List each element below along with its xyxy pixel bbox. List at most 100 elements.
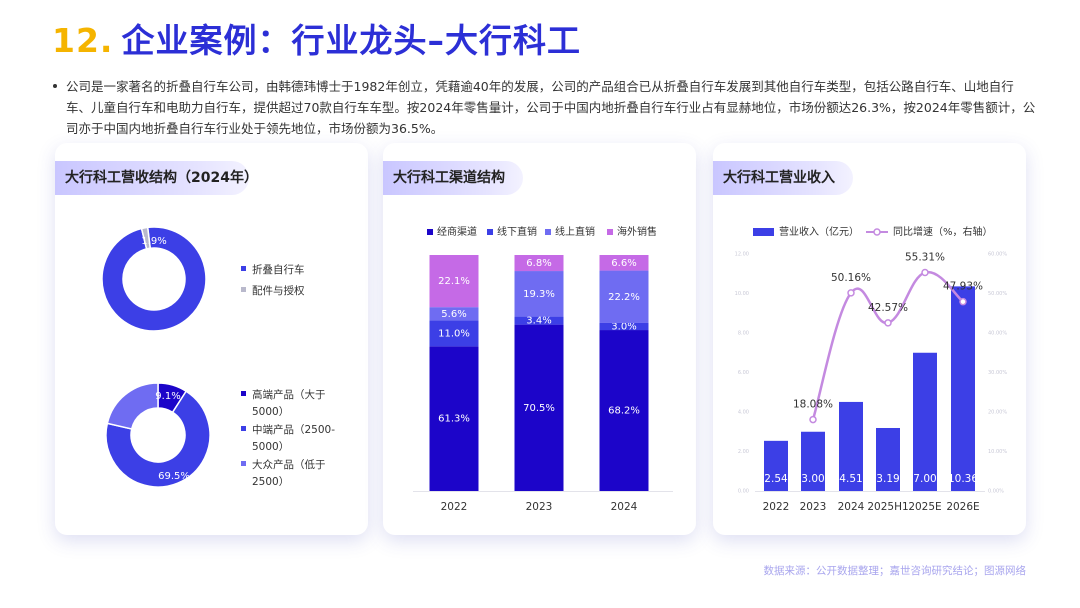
donut-2-legend-label-3: 大众产品（低于 bbox=[252, 458, 326, 471]
revenue-growth-label-2025H1: 42.57% bbox=[868, 302, 908, 314]
section-number: 12. bbox=[52, 21, 114, 60]
revenue-x-tick-2025E: 2025E bbox=[908, 501, 941, 513]
revenue-bar-line-chart: 营业收入（亿元） 同比增速（%，右轴） 0.00 2.00 4.00 6.00 8.00 10… bbox=[735, 225, 1008, 513]
revenue-legend-line-label: 同比增速（%，右轴） bbox=[893, 225, 993, 238]
channel-bar-2023-4 bbox=[514, 255, 564, 272]
donut-2-slice-2 bbox=[105, 390, 211, 488]
revenue-bar-label-2025E: 7.00 bbox=[913, 473, 936, 485]
revenue-structure-card: 大行科工营收结构（2024年） 98.1% 1.9% 折叠自行车配件与授权 9.1% 6… bbox=[55, 143, 368, 535]
channel-structure-stacked-bar-chart: 经商渠道 线下直销 线上直销 海外销售 61.3% 11.0% 5.6% 22.1% 2022 7… bbox=[413, 225, 673, 513]
channel-bar-2023-2 bbox=[514, 316, 564, 325]
revenue-x-tick-2026E: 2026E bbox=[946, 501, 979, 513]
channel-bar-2024-1 bbox=[599, 330, 649, 491]
donut-1-legend-label-2: 配件与授权 bbox=[252, 284, 305, 297]
donut-2-slice-3 bbox=[106, 382, 159, 430]
donut-2-slice-1-label: 9.1% bbox=[155, 391, 180, 402]
donut-1-slice-2-label: 1.9% bbox=[141, 236, 166, 247]
revenue-growth-label-2026E: 47.93% bbox=[943, 281, 983, 293]
revenue-x-tick-2022: 2022 bbox=[763, 501, 790, 513]
channel-bar-label-2024-1: 68.2% bbox=[608, 406, 640, 417]
channel-bar-2023-3 bbox=[514, 271, 564, 317]
donut-2-legend-label-2: 中端产品（2500- bbox=[252, 423, 335, 436]
donut-2-legend-label-1: 5000） bbox=[252, 406, 289, 418]
revenue-bar-label-2026E: 10.36 bbox=[948, 473, 978, 485]
revenue-growth-point-2026E bbox=[959, 297, 967, 306]
revenue-growth-point-2025H1 bbox=[884, 319, 892, 327]
donut-2-slice-2-label: 69.5% bbox=[158, 471, 190, 482]
revenue-y2-tick-1: 10.00% bbox=[988, 449, 1007, 455]
donut-2-legend-swatch-2 bbox=[241, 426, 246, 431]
channel-bar-label-2024-4: 6.6% bbox=[611, 258, 636, 269]
channel-structure-card: 大行科工渠道结构 经商渠道 线下直销 线上直销 海外销售 61.3% 11.0% 5.6% 2… bbox=[383, 143, 696, 535]
revenue-x-tick-2025H1: 2025H1 bbox=[867, 501, 908, 513]
revenue-y2-tick-3: 30.00% bbox=[988, 370, 1007, 376]
donut-1-legend-swatch-1 bbox=[241, 266, 246, 271]
donut-2-legend-label-2: 5000） bbox=[252, 441, 289, 453]
channel-bar-label-2024-3: 22.2% bbox=[608, 292, 640, 303]
channel-bar-2022-1 bbox=[429, 346, 479, 491]
donut-1-slice-1-label: 98.1% bbox=[134, 365, 166, 376]
revenue-y-tick-0: 0.00 bbox=[738, 489, 749, 495]
channel-bar-label-2022-2: 11.0% bbox=[438, 328, 470, 339]
donut-1-legend-swatch-2 bbox=[241, 287, 246, 292]
revenue-legend-bar-swatch bbox=[753, 228, 774, 236]
revenue-growth-label-2024: 50.16% bbox=[831, 272, 871, 284]
revenue-bar-label-2025H1: 3.19 bbox=[876, 473, 899, 485]
channel-bar-label-2023-4: 6.8% bbox=[526, 258, 551, 269]
channel-legend-swatch-1 bbox=[427, 229, 433, 235]
revenue-growth-label-2023: 18.08% bbox=[793, 399, 833, 411]
channel-bar-label-2022-3: 5.6% bbox=[441, 309, 466, 320]
data-source-note: 数据来源：公开数据整理；嘉世咨询研究结论；图源网络 bbox=[763, 565, 1027, 577]
revenue-y-tick-5: 10.00 bbox=[735, 291, 749, 297]
channel-legend-label-4: 海外销售 bbox=[617, 225, 657, 238]
revenue-y2-tick-2: 20.00% bbox=[988, 410, 1007, 416]
revenue-y-tick-3: 6.00 bbox=[738, 370, 749, 376]
donut-1-slice-2 bbox=[140, 226, 152, 250]
revenue-x-tick-2024: 2024 bbox=[838, 501, 865, 513]
revenue-y2-tick-4: 40.00% bbox=[988, 331, 1007, 337]
revenue-growth-line bbox=[811, 271, 964, 420]
section-title: 企业案例：行业龙头–大行科工 bbox=[121, 21, 581, 60]
revenue-y2-tick-6: 60.00% bbox=[988, 252, 1007, 258]
revenue-growth-point-2025E bbox=[921, 268, 929, 277]
revenue-structure-title: 大行科工营收结构（2024年） bbox=[55, 161, 258, 195]
channel-bar-label-2023-3: 19.3% bbox=[523, 289, 555, 300]
revenue-bar-2024 bbox=[839, 401, 863, 491]
channel-bar-2022-3 bbox=[429, 307, 479, 321]
revenue-growth-label-2025E: 55.31% bbox=[905, 252, 945, 264]
channel-legend-swatch-2 bbox=[487, 229, 493, 235]
channel-bar-label-2023-1: 70.5% bbox=[523, 403, 555, 414]
revenue-y-tick-2: 4.00 bbox=[738, 410, 749, 416]
channel-legend-swatch-3 bbox=[545, 229, 551, 235]
channel-x-tick-2023: 2023 bbox=[526, 501, 553, 513]
revenue-bar-label-2024: 4.51 bbox=[839, 473, 862, 485]
channel-bar-label-2024-2: 3.0% bbox=[611, 322, 636, 333]
revenue-bar-2025H1 bbox=[876, 427, 900, 491]
channel-structure-title: 大行科工渠道结构 bbox=[383, 161, 523, 195]
channel-x-tick-2022: 2022 bbox=[441, 501, 468, 513]
channel-legend-swatch-4 bbox=[607, 229, 613, 235]
revenue-legend-bar-label: 营业收入（亿元） bbox=[779, 225, 859, 238]
channel-x-tick-2024: 2024 bbox=[611, 501, 638, 513]
revenue-bar-2022 bbox=[764, 440, 788, 491]
channel-legend-label-3: 线上直销 bbox=[555, 225, 595, 238]
revenue-y2-tick-0: 0.00% bbox=[988, 489, 1004, 495]
revenue-bar-label-2023: 3.00 bbox=[801, 473, 824, 485]
revenue-y2-tick-5: 50.00% bbox=[988, 291, 1007, 297]
donut-1-legend-label-1: 折叠自行车 bbox=[252, 263, 305, 276]
revenue-y-tick-6: 12.00 bbox=[735, 252, 749, 258]
revenue-y-tick-1: 2.00 bbox=[738, 449, 749, 455]
donut-2-legend-label-1: 高端产品（大于 bbox=[252, 388, 326, 401]
channel-bar-label-2023-2: 3.4% bbox=[526, 316, 551, 327]
donut-2-legend-label-3: 2500） bbox=[252, 476, 289, 488]
donut-2-slice-3-label: 21.4% bbox=[66, 405, 98, 416]
revenue-x-tick-2023: 2023 bbox=[800, 501, 827, 513]
donut-1-slice-1 bbox=[101, 226, 207, 332]
channel-legend-label-2: 线下直销 bbox=[497, 225, 537, 238]
revenue-card: 大行科工营业收入 营业收入（亿元） 同比增速（%，右轴） 0.00 2.00 4.00 6… bbox=[713, 143, 1026, 535]
channel-bar-label-2022-4: 22.1% bbox=[438, 276, 470, 287]
revenue-bar-label-2022: 2.54 bbox=[764, 473, 788, 485]
revenue-bar-2023 bbox=[801, 431, 825, 491]
revenue-bar-2026E bbox=[951, 286, 975, 491]
